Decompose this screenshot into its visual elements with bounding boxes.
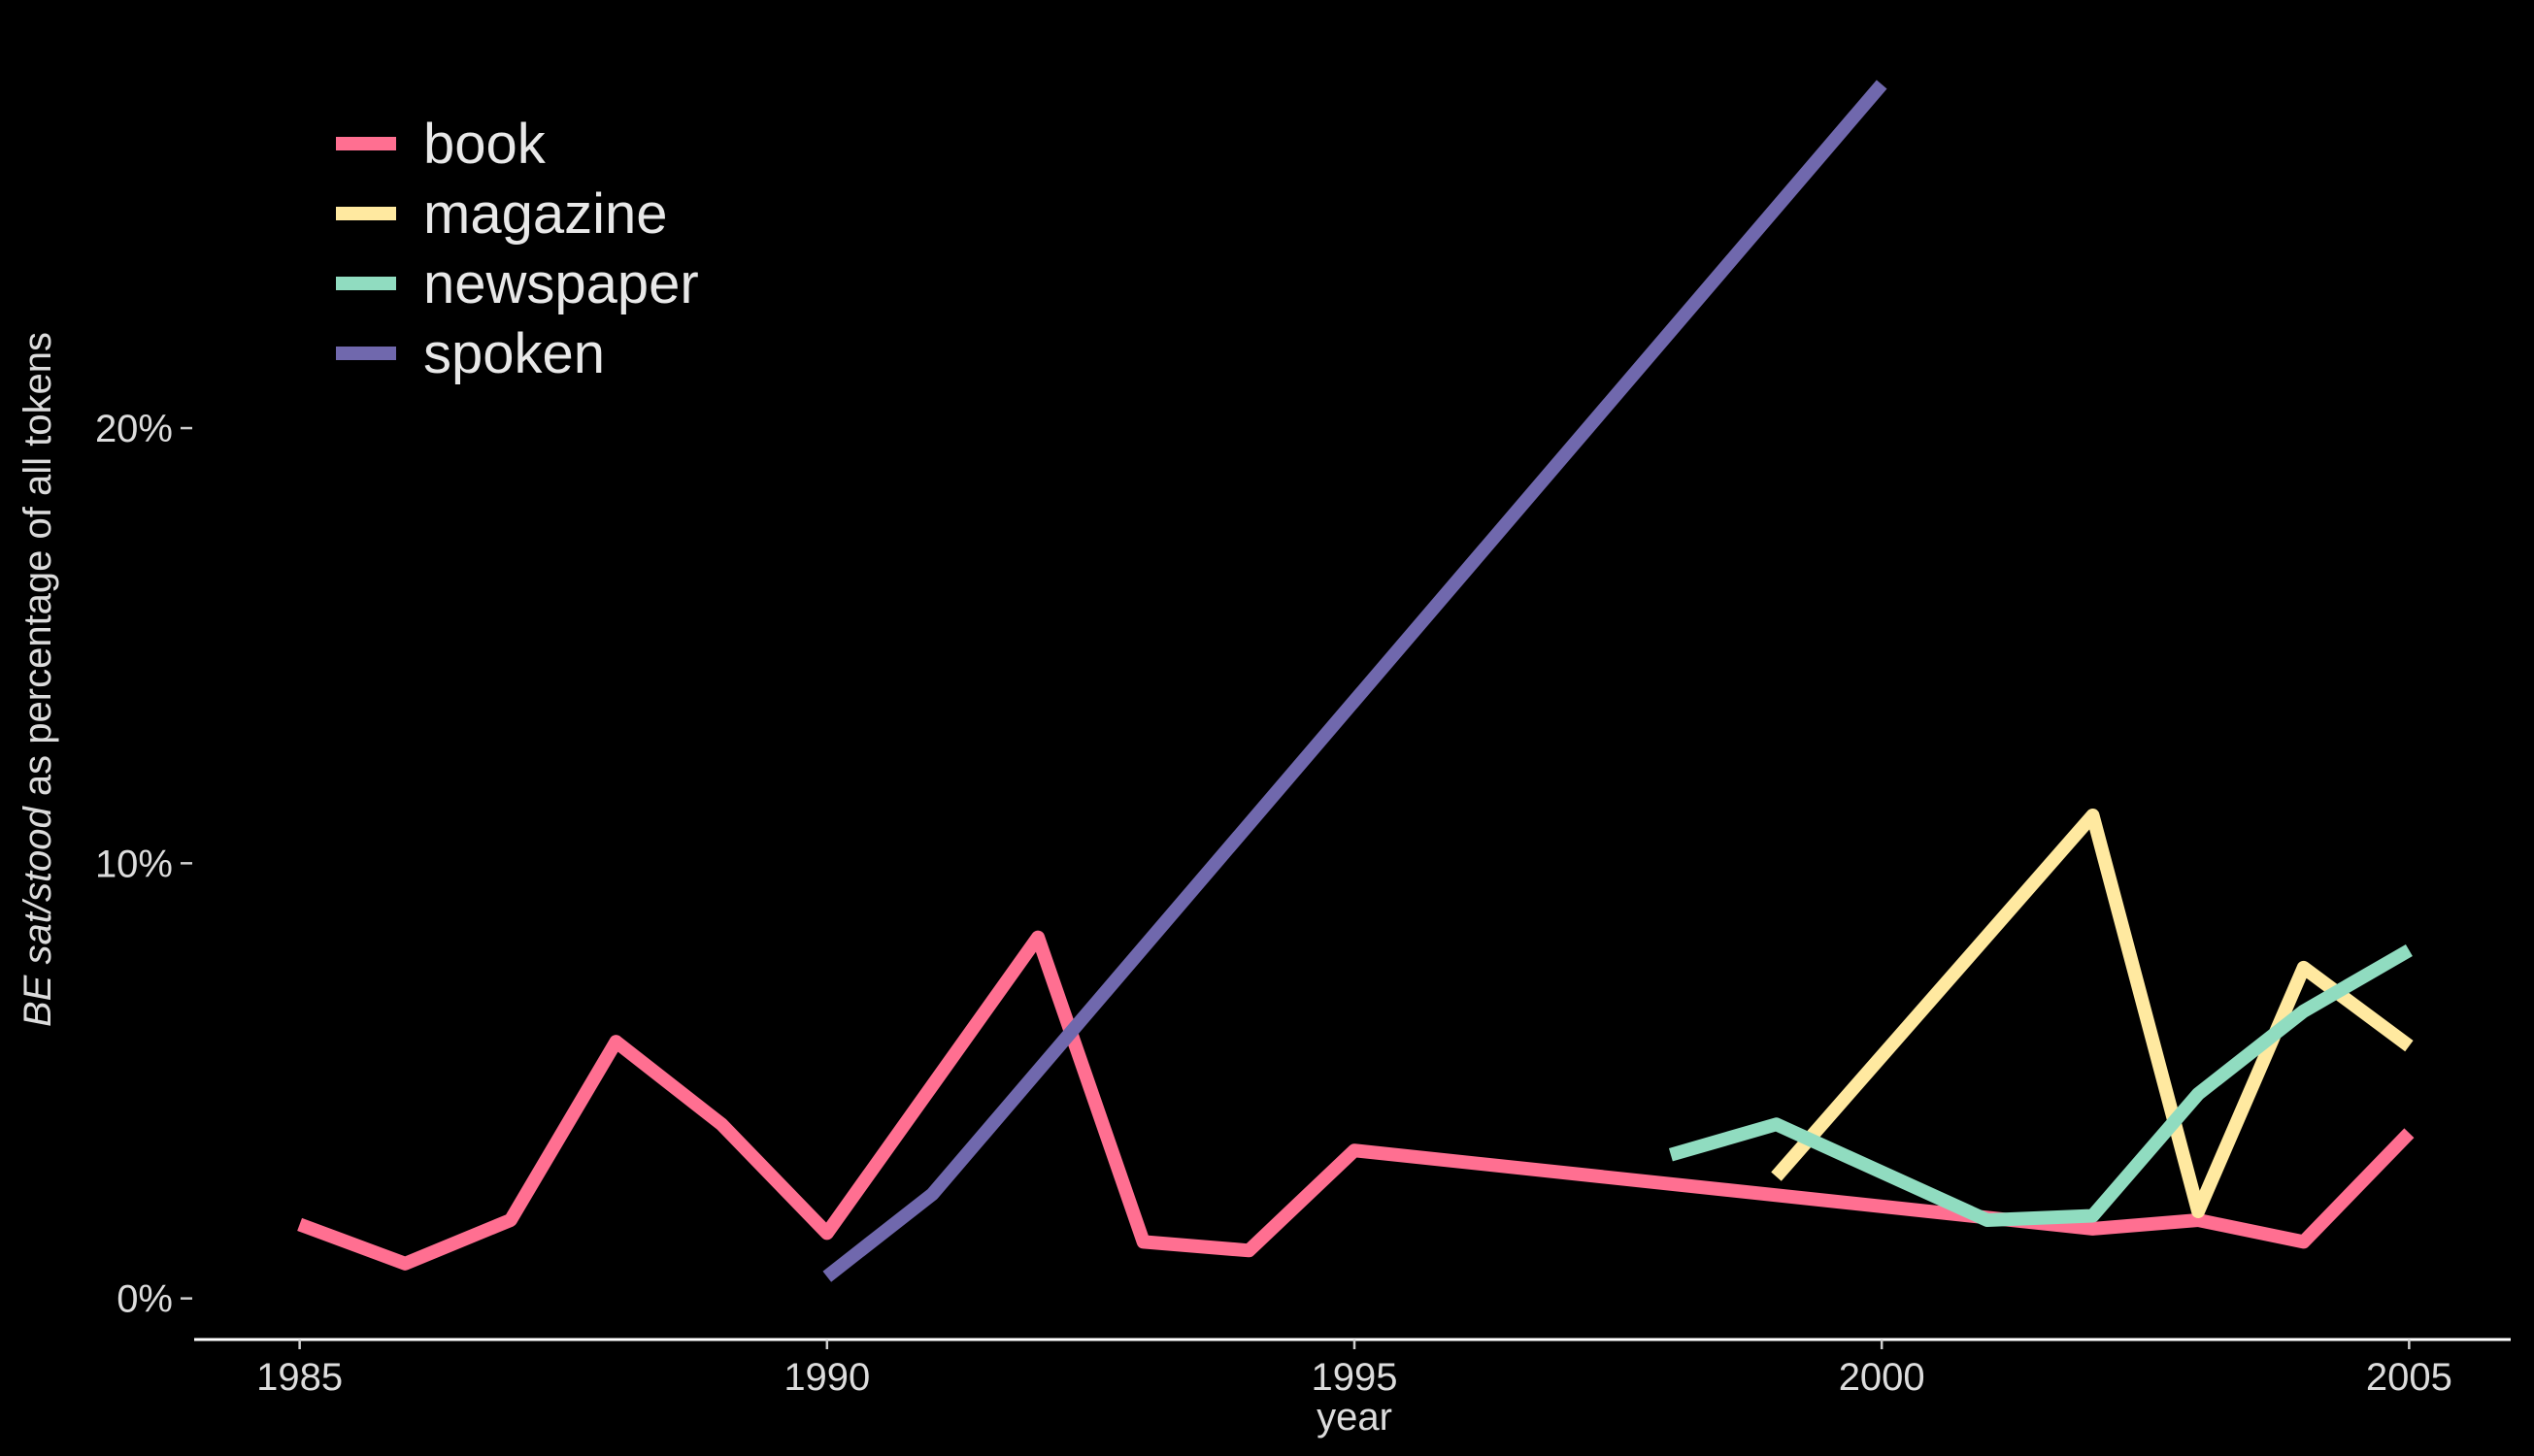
legend-label: newspaper (423, 252, 699, 315)
x-tick-label: 1995 (1312, 1356, 1398, 1399)
y-tick-label: 0% (117, 1278, 173, 1321)
x-tick-label: 1990 (784, 1356, 870, 1399)
legend-label: magazine (423, 182, 667, 246)
y-tick-label: 20% (95, 408, 173, 450)
series-line-newspaper (1668, 943, 2413, 1227)
y-axis-ticks: 0% 10% 20% (95, 408, 192, 1321)
series-layer (297, 80, 2415, 1282)
legend-label: spoken (423, 322, 605, 385)
x-tick-label: 2005 (2366, 1356, 2452, 1399)
x-tick-label: 1985 (256, 1356, 343, 1399)
y-axis-title-rest: as percentage of all tokens (17, 332, 59, 807)
legend-item-magazine: magazine (336, 182, 667, 246)
legend-label: book (423, 113, 547, 176)
legend-item-spoken: spoken (336, 322, 605, 385)
legend-item-book: book (336, 113, 547, 176)
x-axis-title: year (1317, 1396, 1392, 1439)
x-axis-ticks: 1985 1990 1995 2000 2005 (256, 1340, 2452, 1399)
series-line-book (297, 930, 2415, 1271)
series-line-spoken (822, 80, 1887, 1282)
y-tick-label: 10% (95, 843, 173, 885)
legend-item-newspaper: newspaper (336, 252, 699, 315)
y-axis-title-italic: BE sat/stood (17, 805, 59, 1027)
y-axis-title: BE sat/stood as percentage of all tokens (17, 332, 59, 1027)
x-tick-label: 2000 (1839, 1356, 1925, 1399)
